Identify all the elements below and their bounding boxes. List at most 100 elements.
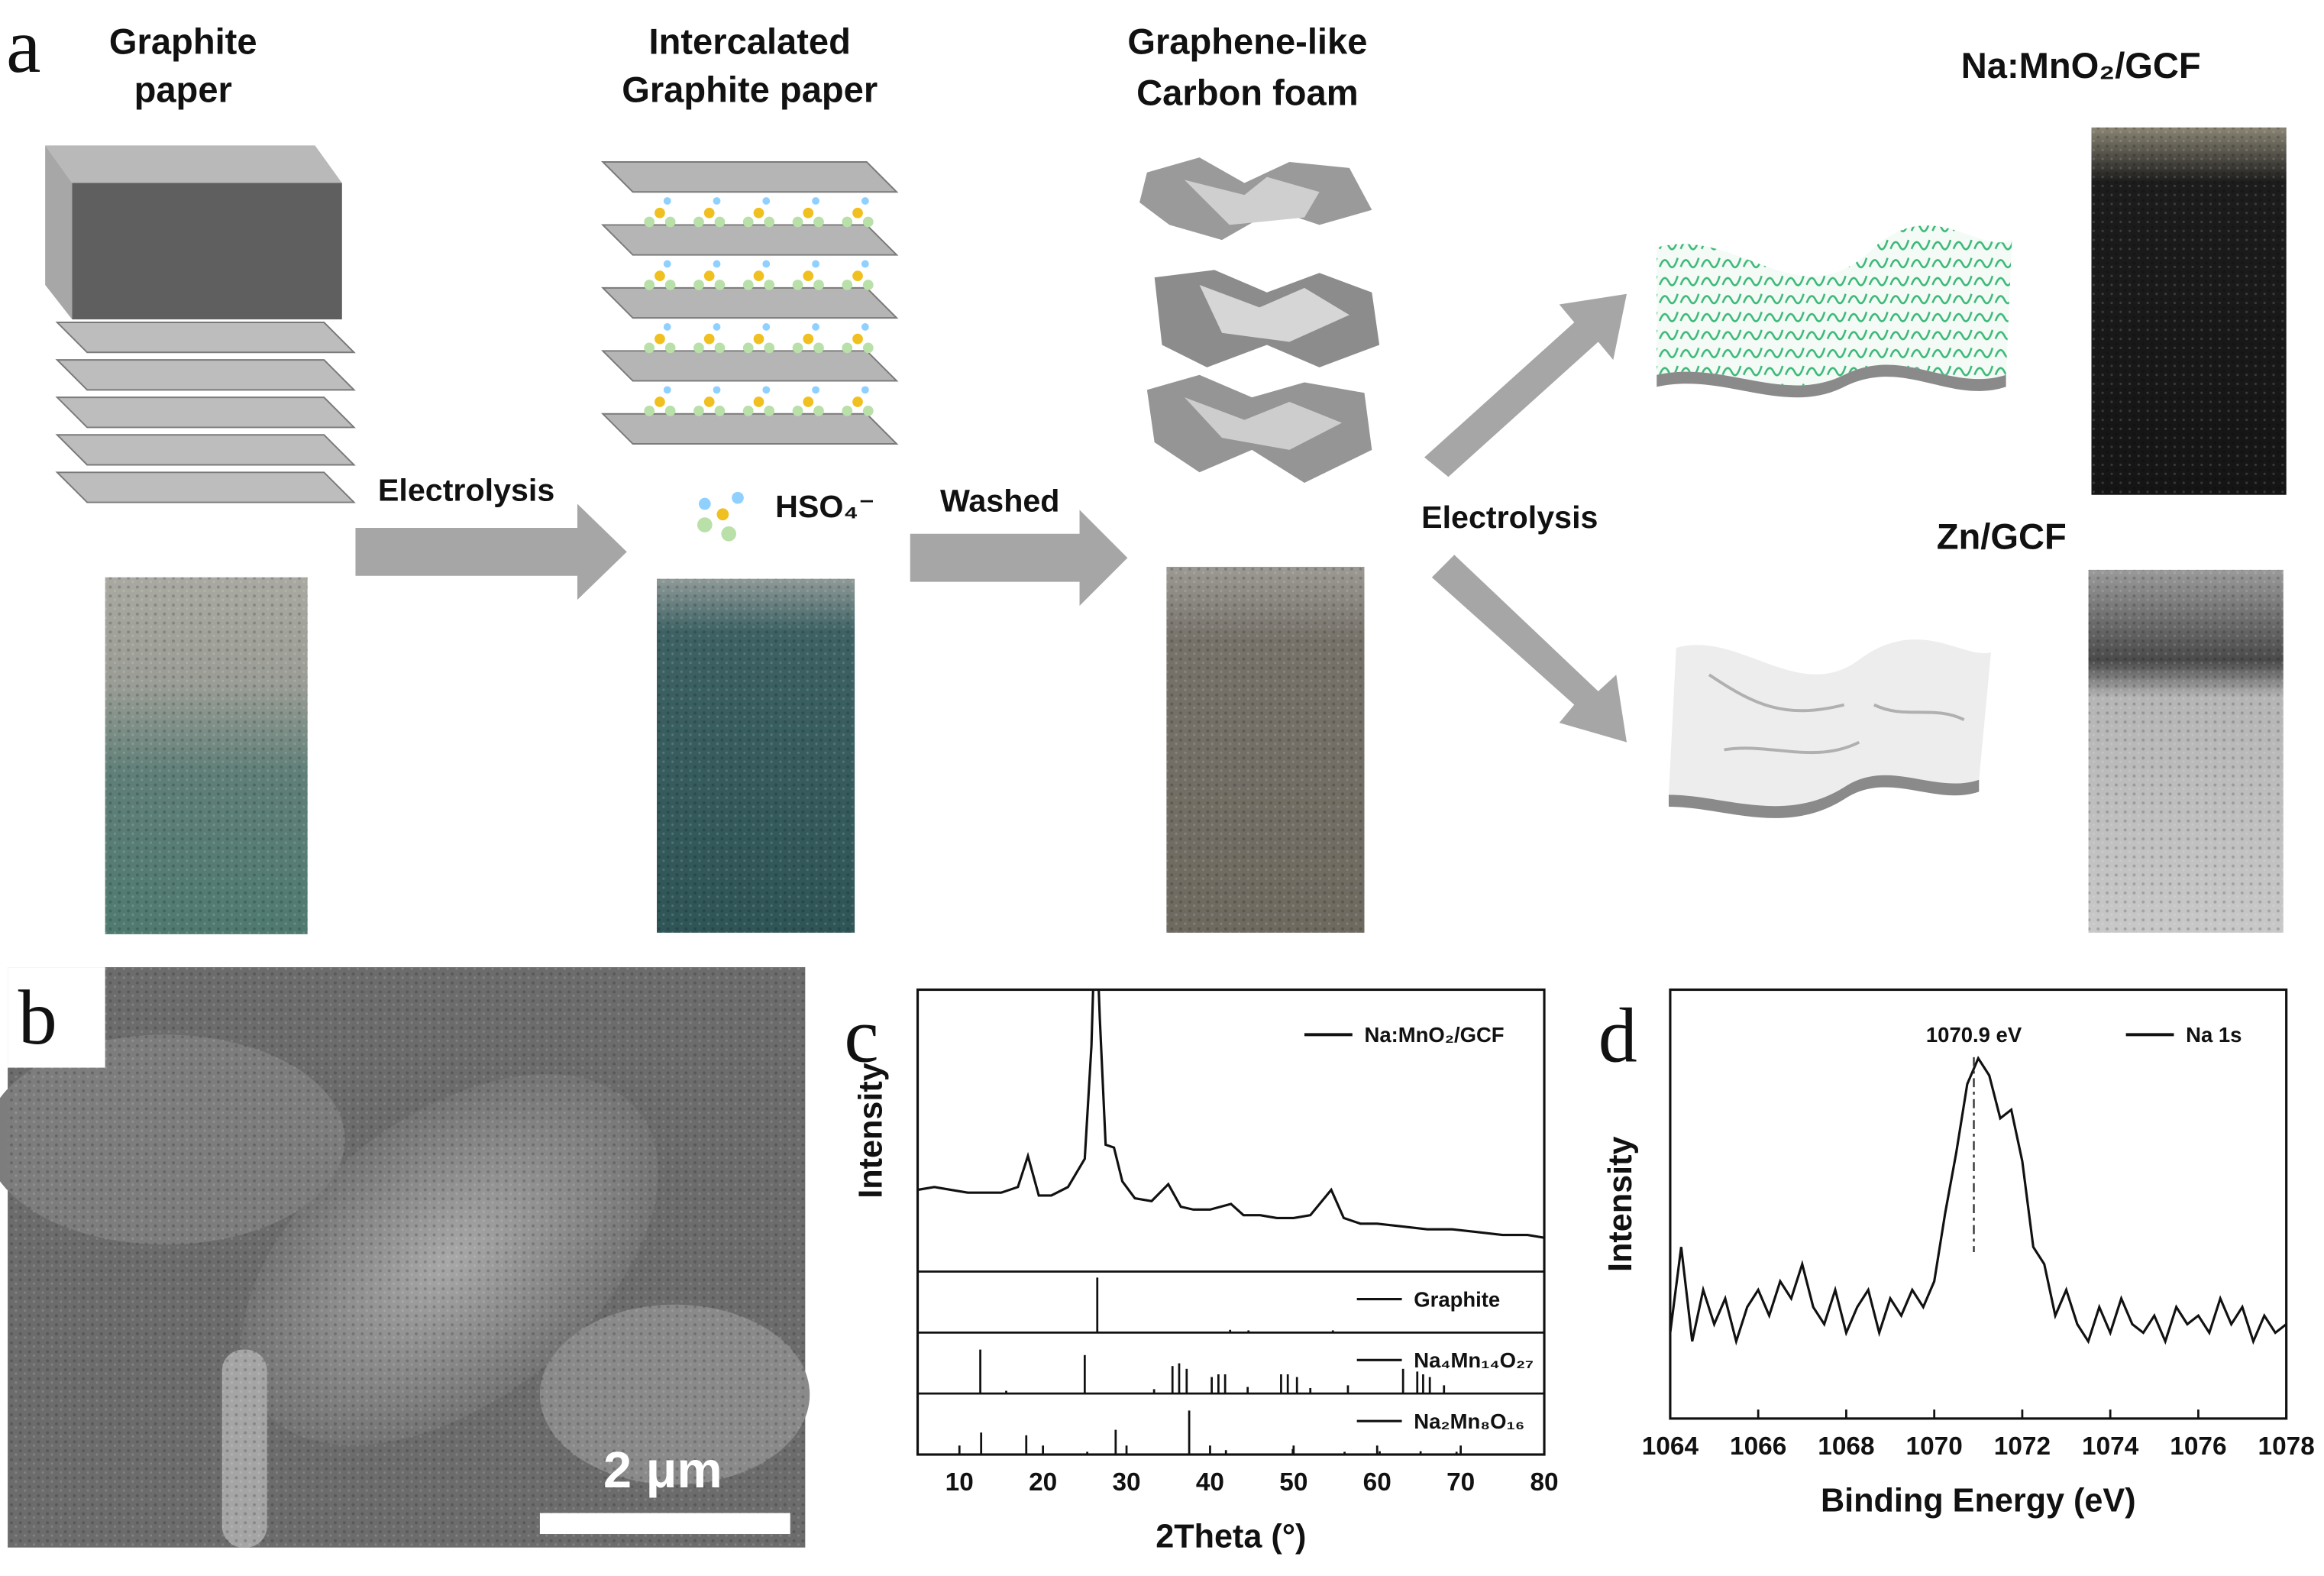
ion bbox=[813, 216, 824, 228]
ion bbox=[813, 405, 824, 416]
ion bbox=[812, 260, 819, 268]
step-title: Graphene-like bbox=[1127, 21, 1367, 62]
ion bbox=[812, 323, 819, 331]
chart-panel: d 1064 1066 1068 1070 1072 1074 1076 1078 Binding… bbox=[1598, 988, 2315, 1519]
x-tick-label: 20 bbox=[1029, 1468, 1057, 1497]
panel-a: a Graphite paper Intercalated Graphite p… bbox=[6, 3, 2287, 934]
ion bbox=[713, 323, 721, 331]
photo-texture bbox=[657, 578, 855, 933]
ion bbox=[753, 333, 764, 345]
ion bbox=[664, 280, 676, 290]
ion bbox=[852, 333, 863, 345]
shape bbox=[716, 508, 729, 521]
x-tick-label: 1064 bbox=[1642, 1432, 1699, 1461]
shape bbox=[72, 183, 342, 320]
graphite-sheets bbox=[55, 322, 356, 503]
ion bbox=[753, 207, 764, 218]
ion bbox=[764, 342, 775, 354]
step-title: Intercalated bbox=[649, 21, 851, 62]
ion bbox=[703, 396, 715, 407]
legend-label: Na:MnO₂/GCF bbox=[1364, 1023, 1504, 1047]
step-title: Graphite paper bbox=[622, 69, 878, 109]
ion bbox=[693, 216, 704, 228]
panel-label: d bbox=[1598, 993, 1637, 1079]
ion bbox=[663, 260, 671, 268]
data-line bbox=[1669, 1055, 2287, 1346]
ion bbox=[803, 333, 814, 345]
ion bbox=[862, 280, 874, 290]
ion bbox=[693, 342, 704, 354]
step-title: Carbon foam bbox=[1136, 72, 1358, 112]
legend-label: Na 1s bbox=[2186, 1023, 2242, 1047]
shape bbox=[1199, 284, 1349, 342]
legend-label: Na₄Mn₁₄O₂₇ bbox=[1414, 1348, 1534, 1372]
annotation: 1070.9 eV bbox=[1926, 1023, 2022, 1047]
sheet bbox=[600, 224, 899, 256]
ion bbox=[812, 197, 819, 205]
process-label: Electrolysis bbox=[378, 473, 554, 508]
x-tick-label: 1076 bbox=[2170, 1432, 2226, 1461]
arrow bbox=[355, 503, 627, 600]
ion bbox=[655, 333, 665, 345]
x-tick-label: 60 bbox=[1363, 1468, 1391, 1497]
ion bbox=[842, 280, 853, 290]
ion bbox=[764, 405, 775, 416]
plot-frame bbox=[1669, 988, 2288, 1420]
x-tick-label: 40 bbox=[1196, 1468, 1224, 1497]
arrow bbox=[1424, 293, 1627, 477]
ion bbox=[664, 405, 676, 416]
product-label: Zn/GCF bbox=[1937, 516, 2067, 556]
x-tick-label: 30 bbox=[1112, 1468, 1140, 1497]
ion bbox=[813, 280, 824, 290]
ion bbox=[762, 386, 771, 394]
ion bbox=[764, 280, 775, 290]
ion bbox=[842, 216, 853, 228]
panel-label: a bbox=[6, 3, 40, 89]
ion bbox=[663, 323, 671, 331]
step-title: paper bbox=[134, 69, 232, 109]
ion bbox=[842, 342, 853, 354]
ion bbox=[714, 405, 726, 416]
ion bbox=[812, 386, 819, 394]
ion bbox=[862, 216, 874, 228]
shape bbox=[1668, 639, 1991, 807]
graphite-stack bbox=[45, 145, 342, 320]
x-tick-label: 1066 bbox=[1730, 1432, 1786, 1461]
x-tick-label: 1074 bbox=[2082, 1432, 2139, 1461]
photo-texture bbox=[1166, 566, 1365, 933]
ion bbox=[742, 216, 754, 228]
ion bbox=[852, 396, 863, 407]
ion bbox=[655, 270, 665, 282]
ion bbox=[861, 386, 869, 394]
x-tick-label: 50 bbox=[1279, 1468, 1307, 1497]
shape bbox=[1184, 176, 1320, 225]
scale-bar bbox=[539, 1513, 790, 1535]
panel-label: c bbox=[844, 993, 878, 1079]
ion bbox=[803, 207, 814, 218]
legend-label: Graphite bbox=[1414, 1287, 1500, 1311]
photo-texture bbox=[2088, 569, 2284, 933]
ion bbox=[714, 216, 726, 228]
ion bbox=[693, 280, 704, 290]
legend-label: Na₂Mn₈O₁₆ bbox=[1414, 1409, 1524, 1433]
sheet bbox=[55, 471, 356, 503]
ion bbox=[803, 270, 814, 282]
data-line bbox=[917, 989, 1545, 1239]
ion bbox=[753, 270, 764, 282]
sem-texture bbox=[8, 967, 806, 1548]
ion bbox=[742, 405, 754, 416]
shape bbox=[45, 145, 73, 320]
ion bbox=[742, 280, 754, 290]
sheet bbox=[600, 161, 899, 193]
ion bbox=[792, 216, 803, 228]
ion bbox=[792, 405, 803, 416]
chart-panel: c 10 20 30 40 50 60 70 80 2Theta (°) Intensity Na:M… bbox=[844, 988, 1559, 1555]
ion bbox=[852, 270, 863, 282]
ion bbox=[762, 260, 771, 268]
panel-b: b 2 μm bbox=[0, 967, 810, 1548]
ion bbox=[693, 405, 704, 416]
coated-sheet bbox=[1657, 225, 2012, 398]
plot-frame bbox=[916, 988, 1546, 1456]
y-axis-label: Intensity bbox=[852, 1063, 889, 1199]
ion bbox=[664, 342, 676, 354]
